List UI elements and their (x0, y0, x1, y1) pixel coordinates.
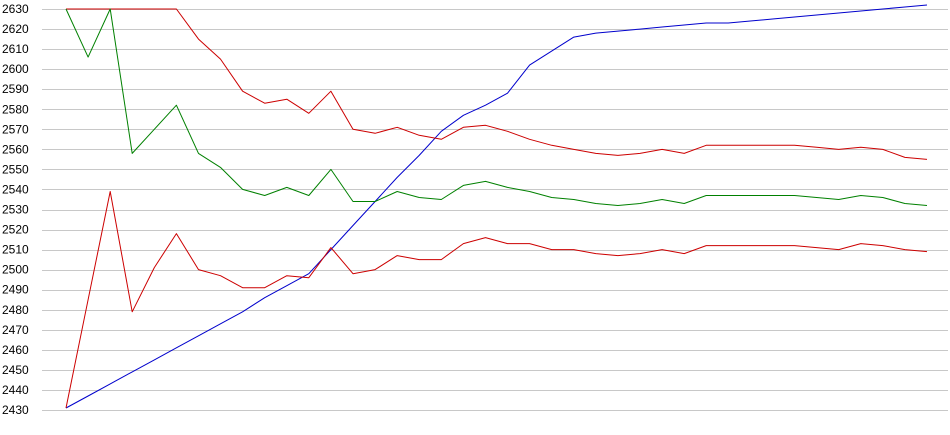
y-tick-label: 2580 (2, 102, 29, 116)
series-line-2 (66, 8, 928, 160)
y-tick-label: 2500 (2, 263, 29, 277)
series-line-4 (65, 191, 928, 409)
y-tick-label: 2470 (2, 323, 29, 337)
series-line-1 (65, 4, 928, 409)
y-tick-label: 2530 (2, 203, 29, 217)
y-tick-label: 2520 (2, 223, 29, 237)
y-tick-label: 2430 (2, 403, 29, 417)
y-tick-label: 2570 (2, 122, 29, 136)
y-axis-tick-labels: 2430 2440 2450 2460 2470 2480 2490 2500 2510 2520… (2, 2, 29, 417)
y-tick-label: 2490 (2, 283, 29, 297)
y-tick-label: 2560 (2, 142, 29, 156)
y-tick-label: 2450 (2, 363, 29, 377)
gridlines (42, 9, 948, 411)
y-tick-label: 2480 (2, 303, 29, 317)
y-tick-label: 2440 (2, 383, 29, 397)
y-tick-label: 2590 (2, 82, 29, 96)
y-tick-label: 2460 (2, 343, 29, 357)
series-line-3 (65, 8, 928, 206)
y-tick-label: 2620 (2, 22, 29, 36)
y-tick-label: 2510 (2, 243, 29, 257)
y-tick-label: 2550 (2, 162, 29, 176)
y-tick-label: 2540 (2, 182, 29, 196)
y-tick-label: 2600 (2, 62, 29, 76)
y-tick-label: 2630 (2, 2, 29, 16)
y-tick-label: 2610 (2, 42, 29, 56)
series-lines (65, 4, 928, 409)
